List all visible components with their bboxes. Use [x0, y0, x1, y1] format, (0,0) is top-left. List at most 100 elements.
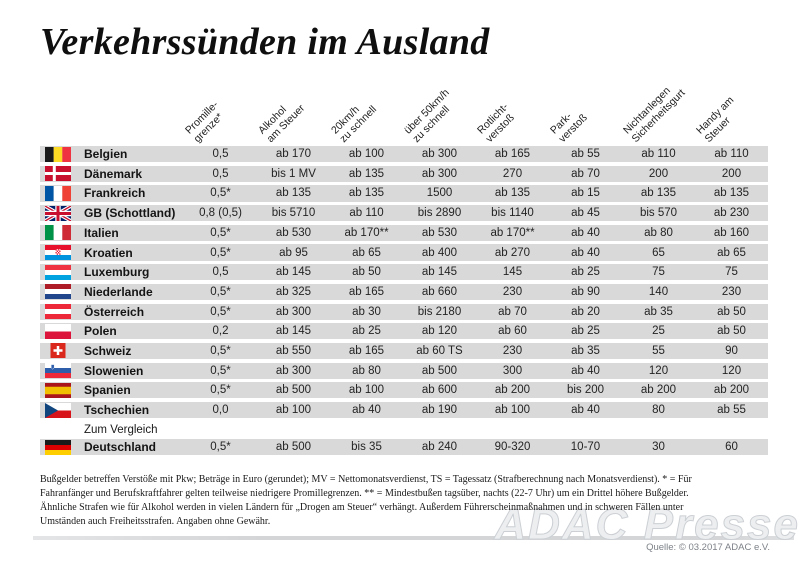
adac-presse-watermark: ADAC Presse — [494, 500, 800, 550]
country-name: GB (Schottland) — [84, 206, 176, 221]
country-name: Belgien — [84, 147, 128, 162]
fine-value: ab 25 — [571, 266, 600, 279]
table-row-tschechien: Tschechien 0,0 ab 100 ab 40 ab 190 ab 100 ab 4… — [40, 401, 768, 419]
fine-value: 1500 — [426, 187, 453, 200]
column-header-label: Alkohol am Steuer — [256, 101, 307, 145]
fine-value: 90 — [725, 344, 738, 357]
table-row-österreich: Österreich 0,5* ab 300 ab 30 bis 2180 ab 70 ab… — [40, 303, 768, 320]
fine-value: ab 165 — [348, 285, 385, 298]
table-row-frankreich: Frankreich 0,5* ab 135 ab 135 1500 ab 135 ab 1… — [40, 185, 768, 202]
table-row-kroatien: Kroatien 0,5* ab 95 ab 65 ab 400 ab 270 ab 40 6… — [40, 244, 768, 261]
fine-value: 30 — [652, 441, 665, 454]
column-header-rotlichtverstoss: Rotlicht-verstoß — [475, 84, 549, 146]
fine-value: ab 40 — [571, 246, 600, 259]
country-name: Österreich — [84, 304, 145, 319]
footnote: Bußgelder betreffen Verstöße mit Pkw; Be… — [40, 473, 788, 529]
fine-value: 230 — [721, 285, 742, 298]
fine-value: ab 530 — [275, 226, 312, 239]
fine-value: ab 70 — [498, 305, 527, 318]
fine-value: ab 100 — [348, 384, 385, 397]
fine-value: 0,0 — [212, 404, 229, 417]
source-credit: Quelle: © 03.2017 ADAC e.V. — [646, 542, 770, 553]
flag-es-icon — [40, 382, 84, 398]
fine-value: 0,5* — [210, 364, 231, 377]
footnote-line: Bußgelder betreffen Verstöße mit Pkw; Be… — [40, 474, 692, 485]
fine-value: ab 200 — [494, 384, 531, 397]
country-name: Schweiz — [84, 343, 132, 358]
fine-value: 200 — [648, 167, 669, 180]
fine-value: ab 40 — [352, 404, 381, 417]
fine-value: 230 — [502, 285, 523, 298]
fine-value: 90-320 — [494, 441, 531, 454]
fine-value: 0,5* — [210, 305, 231, 318]
fine-value: 0,5* — [210, 285, 231, 298]
country-name: Italien — [84, 225, 119, 240]
fine-value: ab 45 — [571, 207, 600, 220]
fine-value: ab 135 — [640, 187, 677, 200]
fine-value: ab 300 — [421, 167, 458, 180]
fine-value: ab 300 — [275, 305, 312, 318]
fine-value: ab 35 — [644, 305, 673, 318]
fine-value: ab 60 — [498, 325, 527, 338]
fine-value: ab 240 — [421, 441, 458, 454]
fine-value: ab 40 — [571, 404, 600, 417]
fine-value: ab 25 — [571, 325, 600, 338]
country-name: Frankreich — [84, 186, 146, 201]
fine-value: ab 20 — [571, 305, 600, 318]
fine-value: bis 1 MV — [271, 167, 316, 180]
flag-de-icon — [40, 439, 84, 455]
flag-dk-icon — [40, 166, 84, 182]
bottom-divider-bar — [33, 536, 794, 540]
fine-value: ab 145 — [275, 325, 312, 338]
flag-nl-icon — [40, 284, 84, 300]
fine-value: 200 — [721, 167, 742, 180]
fine-value: ab 200 — [713, 384, 750, 397]
fine-value: ab 325 — [275, 285, 312, 298]
fine-value: ab 230 — [713, 207, 750, 220]
fine-value: ab 25 — [352, 325, 381, 338]
flag-lu-icon — [40, 264, 84, 280]
fine-value: ab 50 — [352, 266, 381, 279]
fine-value: ab 30 — [352, 305, 381, 318]
fine-value: ab 55 — [717, 404, 746, 417]
fine-value: 0,5* — [210, 187, 231, 200]
flag-ch-icon — [40, 343, 84, 359]
table-row-deutschland: Deutschland 0,5* ab 500 bis 35 ab 240 90-320 1… — [40, 439, 768, 456]
table-row-niederlande: Niederlande 0,5* ab 325 ab 165 ab 660 230 ab 9… — [40, 283, 768, 300]
column-header-nichtanlegen-sicherheitsgurt: Nichtanlegen Sicherheitsgurt — [621, 84, 695, 146]
compare-label: Zum Vergleich — [84, 424, 158, 437]
fine-value: 80 — [652, 404, 665, 417]
fine-value: 0,2 — [212, 325, 229, 338]
flag-be-icon — [40, 146, 84, 162]
fine-value: 0,5* — [210, 384, 231, 397]
fine-value: 10-70 — [570, 441, 601, 454]
fine-value: ab 135 — [348, 187, 385, 200]
fine-value: ab 170 — [275, 148, 312, 161]
country-name: Luxemburg — [84, 265, 150, 280]
table-row-slowenien: Slowenien 0,5* ab 300 ab 80 ab 500 300 ab 40 12… — [40, 362, 768, 379]
fine-value: ab 95 — [279, 246, 308, 259]
fine-value: 25 — [652, 325, 665, 338]
fine-value: ab 55 — [571, 148, 600, 161]
fine-value: ab 135 — [713, 187, 750, 200]
fine-value: ab 300 — [275, 364, 312, 377]
page-title: Verkehrssünden im Ausland — [40, 21, 490, 63]
column-header-20kmh-zu-schnell: 20km/h zu schnell — [329, 84, 403, 146]
flag-cz-icon — [40, 402, 84, 418]
country-name: Spanien — [84, 383, 131, 398]
fine-value: ab 170** — [344, 226, 389, 239]
table-row-belgien: Belgien 0,5 ab 170 ab 100 ab 300 ab 165 ab 55 a… — [40, 146, 768, 163]
country-name: Kroatien — [84, 245, 133, 260]
flag-si-icon — [40, 363, 84, 379]
column-header-handy-am-steuer: Handy am Steuer — [694, 84, 768, 146]
fine-value: 0,5 — [212, 266, 229, 279]
country-name: Slowenien — [84, 363, 144, 378]
fine-value: 60 — [725, 441, 738, 454]
table-row-luxemburg: Luxemburg 0,5 ab 145 ab 50 ab 145 145 ab 25 75 7… — [40, 264, 768, 281]
column-header-label: Promille-grenze* — [183, 98, 226, 145]
table-row-gb-schottland-: GB (Schottland) 0,8 (0,5) bis 5710 ab 110 bi… — [40, 205, 768, 222]
fine-value: ab 500 — [275, 384, 312, 397]
fine-value: ab 200 — [640, 384, 677, 397]
fine-value: 0,8 (0,5) — [199, 207, 242, 220]
